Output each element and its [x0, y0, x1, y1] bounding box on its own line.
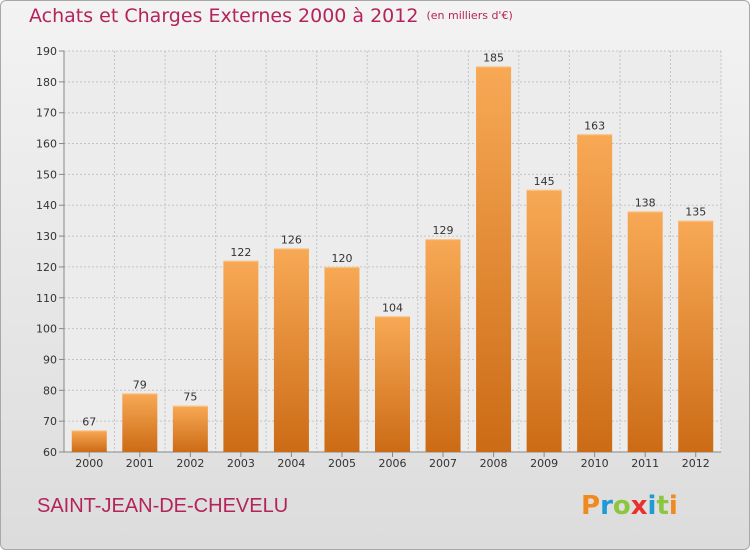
- bar: [223, 260, 259, 452]
- y-tick-label: 90: [43, 353, 57, 366]
- commune-name: SAINT-JEAN-DE-CHEVELU: [37, 495, 289, 517]
- y-tick-label: 140: [36, 199, 57, 212]
- axis-layer: 60 70 80 90 100 110 120 130 140 150 160 170 180 190 20…: [36, 45, 721, 470]
- y-tick-label: 170: [36, 107, 57, 120]
- x-tick-label: 2004: [277, 457, 305, 470]
- x-tick-label: 2012: [682, 457, 710, 470]
- bar: [627, 211, 663, 452]
- y-tick-label: 80: [43, 384, 57, 397]
- bar: [375, 316, 410, 452]
- x-tick-label: 2003: [227, 457, 255, 470]
- x-tick-label: 2006: [379, 457, 407, 470]
- proxiti-logo: Proxiti: [581, 491, 678, 521]
- chart-subtitle: (en milliers d'€): [426, 9, 513, 22]
- logo-letter: i: [647, 491, 657, 521]
- y-tick-label: 110: [36, 292, 57, 305]
- bar: [324, 266, 360, 452]
- data-label: 122: [230, 246, 251, 259]
- y-tick-label: 130: [36, 230, 57, 243]
- bar: [273, 248, 309, 452]
- bar: [425, 239, 461, 452]
- x-tick-label: 2000: [75, 457, 103, 470]
- x-tick-label: 2005: [328, 457, 356, 470]
- y-tick-label: 120: [36, 261, 57, 274]
- data-label: 145: [534, 175, 555, 188]
- data-label: 163: [584, 119, 605, 132]
- logo-letter: o: [612, 491, 631, 521]
- bar: [122, 393, 158, 452]
- data-label: 129: [433, 224, 454, 237]
- logo-letter: P: [581, 491, 601, 521]
- y-tick-label: 70: [43, 415, 57, 428]
- data-label: 138: [635, 196, 656, 209]
- chart-title: Achats et Charges Externes 2000 à 2012 (e…: [29, 5, 513, 27]
- y-tick-label: 180: [36, 76, 57, 89]
- chart-title-text: Achats et Charges Externes 2000 à 2012: [29, 5, 419, 27]
- label-layer: 67 79 75 122 126 120 104 129 185 145 163 138 135: [82, 51, 706, 428]
- x-tick-label: 2007: [429, 457, 457, 470]
- data-label: 67: [82, 415, 96, 428]
- data-label: 120: [331, 252, 352, 265]
- data-label: 185: [483, 51, 504, 64]
- x-tick-label: 2008: [480, 457, 508, 470]
- x-tick-label: 2009: [530, 457, 558, 470]
- data-label: 104: [382, 301, 403, 314]
- x-tick-label: 2002: [176, 457, 204, 470]
- data-label: 75: [183, 391, 197, 404]
- data-label: 126: [281, 233, 302, 246]
- y-tick-label: 100: [36, 323, 57, 336]
- logo-letter: x: [630, 491, 648, 521]
- logo-letter: r: [600, 491, 613, 521]
- y-tick-label: 60: [43, 446, 57, 459]
- logo-letter: i: [668, 491, 678, 521]
- bar-layer: [71, 66, 714, 453]
- bar: [71, 430, 107, 452]
- y-tick-label: 150: [36, 168, 57, 181]
- x-tick-label: 2011: [631, 457, 659, 470]
- data-label: 135: [685, 206, 706, 219]
- bar: [577, 134, 613, 453]
- bar: [526, 189, 562, 453]
- y-tick-label: 190: [36, 45, 57, 58]
- data-label: 79: [133, 378, 147, 391]
- bar: [476, 66, 512, 452]
- x-tick-label: 2001: [126, 457, 154, 470]
- logo-letter: t: [656, 491, 669, 521]
- x-tick-label: 2010: [581, 457, 609, 470]
- bar: [172, 405, 208, 452]
- y-tick-label: 160: [36, 138, 57, 151]
- bar: [678, 220, 714, 452]
